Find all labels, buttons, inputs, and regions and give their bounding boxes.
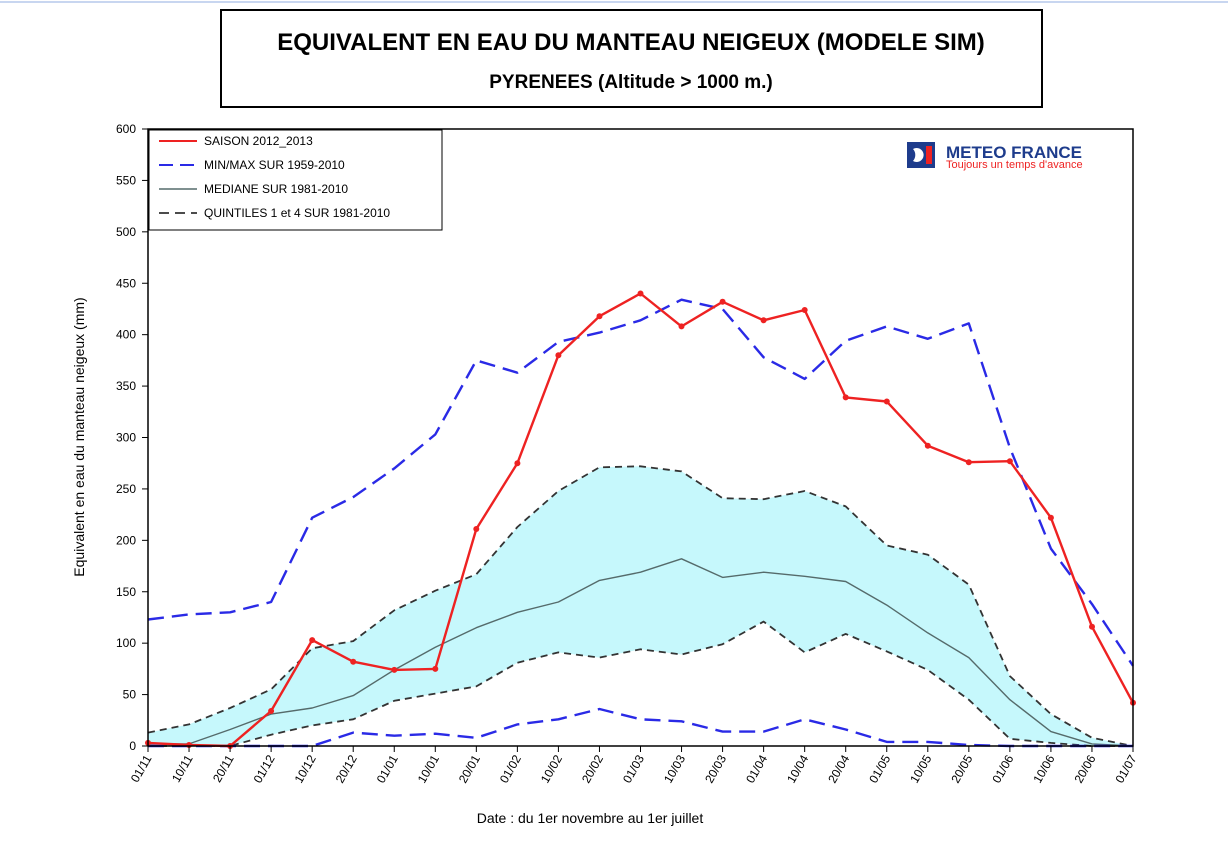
series-quintile-4-line (147, 465, 1134, 747)
title-frame (220, 9, 1043, 108)
saison-data-point (842, 394, 849, 401)
saison-data-point (801, 307, 808, 313)
y-tick-label: 600 (116, 122, 136, 136)
saison-data-point (596, 313, 603, 320)
saison-data-point (473, 526, 480, 532)
x-tick-label: 10/05 (907, 752, 934, 785)
saison-data-point (719, 298, 726, 305)
y-axis: 0 50 100 150 200 250 300 350 400 450 500 550 600 (116, 122, 148, 753)
saison-data-point (760, 317, 767, 324)
x-tick-label: 01/06 (989, 752, 1016, 785)
x-axis-label: Date : du 1er novembre au 1er juillet (477, 810, 704, 826)
y-tick-label: 0 (129, 739, 136, 753)
x-tick-label: 20/06 (1071, 752, 1098, 785)
logo-name: METEO FRANCE (946, 143, 1082, 162)
legend-frame (148, 129, 443, 231)
saison-data-point (309, 637, 316, 644)
series-quintile-1-line (148, 620, 1133, 747)
saison-data-point (678, 323, 685, 330)
legend-label-saison: SAISON 2012_2013 (204, 134, 313, 148)
logo-tagline: Toujours un temps d'avance (946, 159, 1083, 171)
y-tick-label: 500 (116, 225, 136, 239)
x-tick-label: 01/03 (620, 752, 647, 785)
x-tick-label: 01/01 (374, 752, 401, 785)
saison-data-point (432, 665, 439, 672)
legend-label-mediane: MEDIANE SUR 1981-2010 (204, 182, 348, 196)
y-axis-label: Equivalent en eau du manteau neigeux (mm… (71, 297, 87, 576)
x-tick-label: 01/12 (251, 752, 278, 785)
saison-data-point (924, 442, 931, 449)
legend-label-quintiles: QUINTILES 1 et 4 SUR 1981-2010 (204, 206, 390, 220)
x-tick-label: 20/01 (456, 752, 483, 785)
y-tick-label: 300 (116, 431, 136, 445)
saison-data-point (555, 352, 562, 359)
x-tick-label: 20/11 (210, 752, 237, 785)
meteo-france-emblem-icon (907, 142, 935, 168)
x-axis: 01/11 10/11 20/11 01/12 10/12 20/12 01/01 10/01… (128, 746, 1140, 786)
saison-data-point (637, 290, 644, 297)
meteo-france-logo: METEO FRANCE Toujours un temps d'avance (907, 142, 1083, 171)
x-tick-label: 10/02 (538, 752, 565, 785)
saison-data-point (1006, 458, 1013, 465)
y-tick-label: 50 (123, 688, 137, 702)
y-tick-label: 450 (116, 276, 136, 290)
y-tick-label: 350 (116, 379, 136, 393)
quintile-band-layer (148, 466, 1133, 746)
saison-data-point (268, 708, 275, 714)
saison-data-point (1047, 514, 1054, 521)
series-mediane-1981-2010-line (148, 558, 1134, 747)
y-tick-label: 100 (116, 636, 136, 650)
saison-data-point (883, 398, 890, 405)
y-tick-label: 150 (116, 585, 136, 599)
x-tick-label: 20/03 (702, 752, 729, 785)
chart-subtitle: PYRENEES (Altitude > 1000 m.) (489, 72, 773, 93)
saison-data-point (1089, 623, 1095, 630)
saison-data-point (965, 459, 972, 466)
legend-label-minmax: MIN/MAX SUR 1959-2010 (204, 158, 345, 172)
title-box: EQUIVALENT EN EAU DU MANTEAU NEIGEUX (MO… (220, 9, 1043, 108)
x-tick-label: 10/03 (661, 752, 688, 785)
x-tick-label: 20/05 (948, 752, 975, 785)
x-tick-label: 01/11 (128, 752, 155, 785)
saison-data-point (514, 460, 521, 467)
y-tick-label: 550 (116, 173, 136, 187)
x-tick-label: 10/04 (784, 752, 811, 785)
x-tick-label: 10/11 (169, 752, 196, 785)
y-tick-label: 250 (116, 482, 136, 496)
y-tick-label: 200 (116, 533, 136, 547)
saison-data-point (391, 666, 398, 673)
x-tick-label: 01/05 (866, 752, 893, 785)
x-tick-label: 20/12 (333, 752, 360, 785)
x-tick-label: 01/04 (743, 752, 770, 785)
x-tick-label: 20/02 (579, 752, 606, 785)
series-max-1959-2010-line (147, 298, 1134, 667)
chart-title: EQUIVALENT EN EAU DU MANTEAU NEIGEUX (MO… (277, 29, 985, 56)
quintile-band (148, 466, 1133, 746)
saison-data-point (350, 658, 357, 665)
x-tick-label: 10/12 (292, 752, 319, 785)
x-tick-label: 20/04 (825, 752, 852, 785)
x-tick-label: 10/06 (1030, 752, 1057, 785)
x-tick-label: 01/07 (1112, 752, 1139, 785)
x-tick-label: 10/01 (415, 752, 442, 785)
legend: SAISON 2012_2013 MIN/MAX SUR 1959-2010 M… (148, 129, 443, 231)
y-tick-label: 400 (116, 328, 136, 342)
x-tick-label: 01/02 (497, 752, 524, 785)
